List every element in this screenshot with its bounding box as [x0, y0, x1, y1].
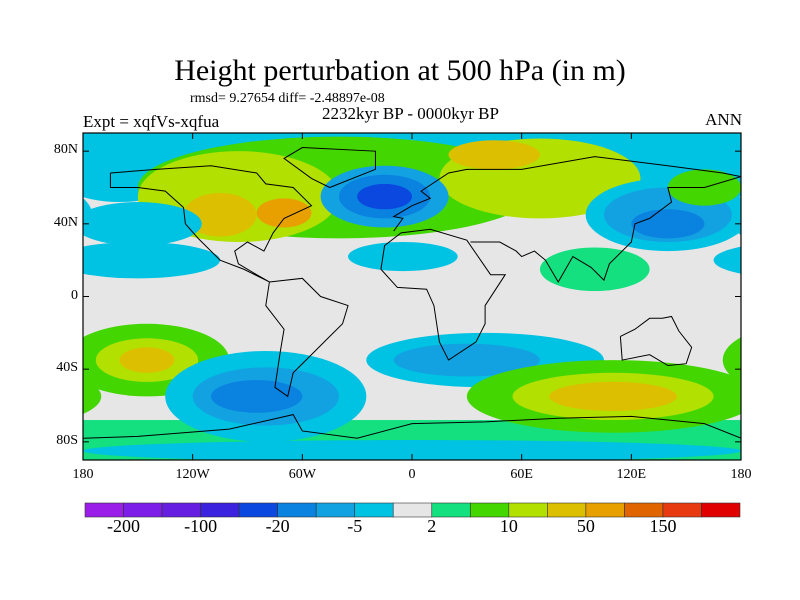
- plot-title: Height perturbation at 500 hPa (in m): [174, 54, 626, 87]
- anomaly-contour: [539, 247, 650, 292]
- anomaly-contour: [348, 242, 458, 272]
- colorbar-box: [200, 502, 240, 518]
- coastline: [109, 165, 313, 283]
- colorbar-box: [585, 502, 625, 518]
- anomaly-contour: [778, 347, 800, 372]
- colorbar-box: [508, 502, 548, 518]
- anomaly-contour: [83, 242, 221, 279]
- colorbar-box: [431, 502, 471, 518]
- lat-tick-label: 40S: [56, 360, 78, 376]
- colorbar-box: [315, 502, 356, 518]
- colorbar-box: [547, 502, 587, 518]
- anomaly-contour: [83, 202, 202, 246]
- lat-tick-label: 0: [71, 287, 78, 303]
- coastline: [470, 176, 741, 283]
- anomaly-contour: [183, 192, 257, 237]
- lon-tick-label: 0: [408, 467, 416, 482]
- anomaly-contour: [357, 183, 413, 210]
- anomaly-contour: [0, 382, 19, 411]
- anomaly-contour: [119, 347, 175, 373]
- lon-tick-label: 180: [72, 467, 94, 482]
- field-layer: [0, 133, 800, 462]
- anomaly-contour: [631, 209, 705, 239]
- colorbar-label: 2: [427, 516, 437, 536]
- colorbar-label: -100: [184, 516, 218, 536]
- colorbar-label: 50: [576, 516, 595, 536]
- anomaly-contour: [713, 246, 741, 274]
- colorbar-label: -5: [347, 516, 363, 536]
- anomaly-contour: [0, 373, 56, 420]
- colorbar-box: [238, 502, 278, 518]
- anomaly-contour: [393, 343, 540, 377]
- anomaly-contour: [0, 209, 46, 238]
- coastline: [283, 147, 376, 188]
- anomaly-contour: [83, 198, 93, 232]
- lon-tick-label: 60E: [510, 467, 533, 482]
- coastline: [392, 156, 741, 232]
- lon-tick-label: 120W: [175, 467, 210, 482]
- colorbar-box: [84, 502, 124, 518]
- anomaly-contour: [722, 337, 741, 383]
- anomaly-contour: [448, 140, 540, 170]
- colorbar-label: 150: [649, 516, 677, 536]
- coastline: [83, 414, 741, 439]
- colorbar-box: [701, 502, 741, 518]
- lat-tick-label: 80S: [56, 432, 78, 448]
- anomaly-contour: [731, 212, 741, 236]
- colorbar-box: [277, 502, 317, 518]
- colorbar-box: [624, 502, 664, 518]
- anomaly-contour: [754, 338, 800, 382]
- period-label: 2232kyr BP - 0000kyr BP: [322, 104, 499, 123]
- anomaly-contour: [83, 378, 102, 414]
- colorbar-label: -20: [265, 516, 290, 536]
- colorbar-box: [662, 502, 702, 518]
- lon-tick-label: 180: [730, 467, 752, 482]
- colorbar-box: [123, 502, 163, 518]
- colorbar-box: [469, 502, 510, 518]
- lat-tick-label: 80N: [53, 142, 78, 158]
- colorbar-label: 10: [499, 516, 518, 536]
- coastline: [265, 277, 349, 398]
- coastline: [380, 228, 507, 361]
- anomaly-contour: [741, 440, 800, 462]
- anomaly-contour: [796, 137, 800, 239]
- anomaly-contour: [796, 151, 800, 242]
- experiment-label: Expt = xqfVs-xqfua: [83, 112, 220, 131]
- colorbar-label: -200: [107, 516, 141, 536]
- colorbar-box: [354, 502, 394, 518]
- colorbar-box: [161, 502, 201, 518]
- stats-text: rmsd= 9.27654 diff= -2.48897e-08: [190, 91, 385, 106]
- anomaly-contour: [10, 169, 83, 205]
- anomaly-contour: [210, 380, 303, 413]
- lat-tick-label: 40N: [53, 214, 78, 230]
- lon-tick-label: 60W: [288, 467, 316, 482]
- anomaly-contour: [256, 198, 312, 228]
- lon-tick-label: 120E: [616, 467, 647, 482]
- season-label: ANN: [705, 110, 742, 129]
- anomaly-contour: [83, 440, 741, 460]
- anomaly-contour: [549, 381, 678, 411]
- coastline: [619, 315, 693, 367]
- colorbar-box: [392, 502, 433, 518]
